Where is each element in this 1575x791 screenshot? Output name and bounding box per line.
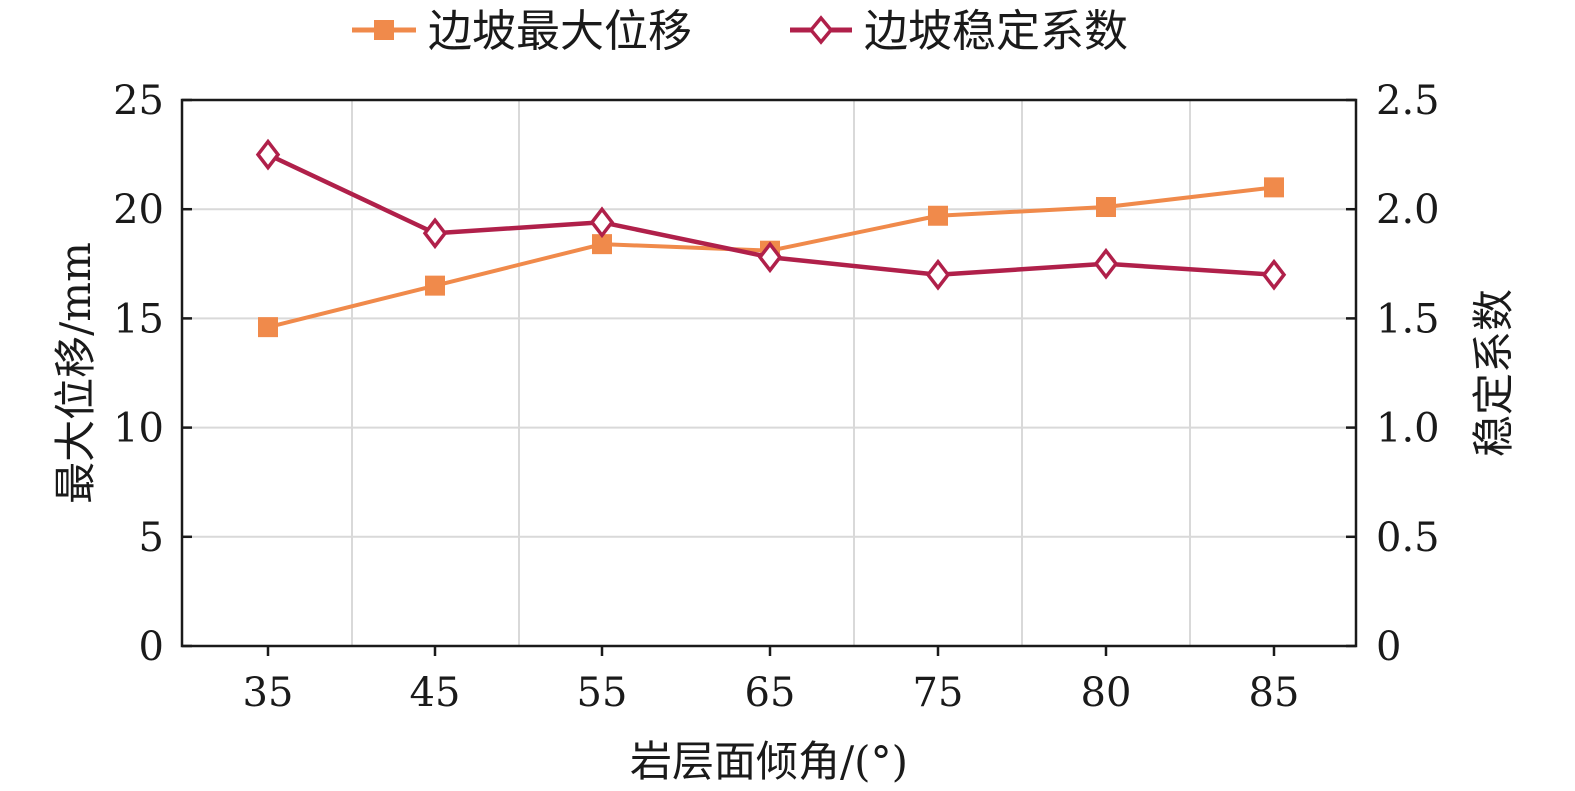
point-square (425, 275, 445, 296)
y-axis-right-label: 稳定系数 (1469, 289, 1518, 457)
y-left-tick-label: 25 (113, 78, 164, 124)
x-tick-label: 75 (913, 670, 964, 716)
series-layer (255, 138, 1287, 338)
series-stability (255, 138, 1287, 291)
point-diamond (422, 217, 448, 250)
point-diamond (1261, 258, 1287, 291)
y-right-tick-label: 1.0 (1376, 406, 1440, 452)
x-axis: 35 45 55 65 75 80 85 (243, 646, 1300, 716)
legend-item-displacement: 边坡最大位移 (352, 6, 692, 57)
point-diamond (255, 138, 281, 171)
x-tick-label: 35 (243, 670, 294, 716)
point-diamond (589, 206, 615, 239)
y-left-tick-label: 5 (139, 515, 164, 561)
y-left-tick-label: 10 (113, 406, 164, 452)
y-axis-left: 0 5 10 15 20 25 (113, 78, 192, 670)
legend-marker-square (374, 20, 394, 40)
point-diamond (1093, 247, 1119, 280)
x-tick-label: 65 (745, 670, 796, 716)
y-right-tick-label: 2.0 (1376, 187, 1440, 233)
x-axis-label: 岩层面倾角/(°) (630, 737, 908, 786)
x-tick-label: 80 (1081, 670, 1132, 716)
point-square (258, 317, 278, 338)
y-left-tick-label: 15 (113, 296, 164, 342)
point-diamond (925, 258, 951, 291)
y-left-tick-label: 0 (139, 624, 164, 670)
plot-frame (180, 98, 1358, 648)
legend-item-stability: 边坡稳定系数 (790, 6, 1128, 57)
y-left-tick-label: 20 (113, 187, 164, 233)
point-square (1264, 177, 1284, 198)
y-right-tick-label: 0 (1376, 624, 1401, 670)
y-right-tick-label: 2.5 (1376, 78, 1440, 124)
x-tick-label: 45 (410, 670, 461, 716)
legend: 边坡最大位移 边坡稳定系数 (352, 6, 1128, 57)
point-square (1096, 197, 1116, 218)
point-square (928, 205, 948, 226)
y-right-tick-label: 1.5 (1376, 296, 1440, 342)
point-square (592, 234, 612, 255)
grid (182, 100, 1356, 646)
y-axis-right: 0 0.5 1.0 1.5 2.0 2.5 (1346, 78, 1440, 670)
x-tick-label: 85 (1249, 670, 1300, 716)
legend-label-stability: 边坡稳定系数 (864, 6, 1128, 57)
x-tick-label: 55 (577, 670, 628, 716)
y-axis-left-label: 最大位移/mm (51, 242, 100, 504)
legend-marker-diamond (808, 15, 834, 45)
legend-label-displacement: 边坡最大位移 (428, 6, 692, 57)
y-right-tick-label: 0.5 (1376, 515, 1440, 561)
point-diamond (757, 241, 783, 274)
